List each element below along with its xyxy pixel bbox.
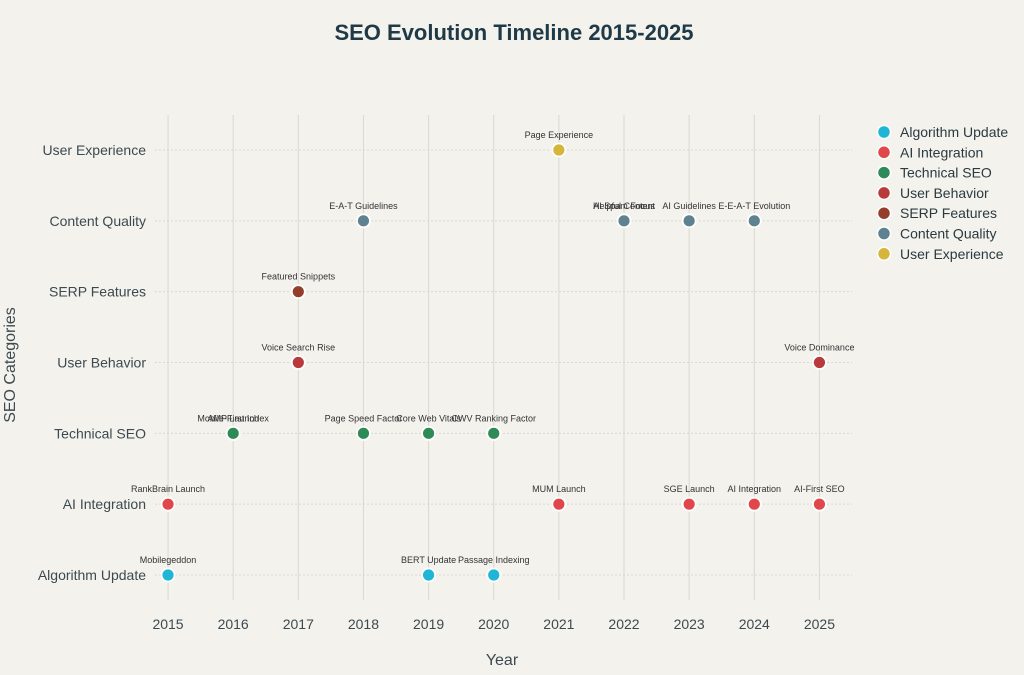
point-page-speed-factor[interactable] <box>356 425 371 441</box>
legend-label-content-quality: Content Quality <box>900 226 997 242</box>
x-tick-2022: 2022 <box>608 616 639 632</box>
y-tick-technical-seo: Technical SEO <box>54 425 146 441</box>
legend-item-algorithm-update[interactable]: Algorithm Update <box>876 124 1009 140</box>
point-label-ai-spam-focus: AI Spam Focus <box>593 201 655 211</box>
point-label-page-experience: Page Experience <box>525 130 594 140</box>
point-label-voice-search-rise: Voice Search Rise <box>262 343 336 353</box>
x-tick-2021: 2021 <box>543 616 574 632</box>
y-tick-algorithm-update: Algorithm Update <box>38 567 146 583</box>
grid-layer <box>155 115 852 600</box>
point-label-amp-launch: AMP Launch <box>207 413 258 423</box>
point-label-voice-dominance: Voice Dominance <box>784 343 854 353</box>
legend-item-ai-integration[interactable]: AI Integration <box>876 144 984 160</box>
point-label-cwv-ranking-factor: CWV Ranking Factor <box>451 413 536 423</box>
point-voice-dominance[interactable] <box>812 355 827 370</box>
x-tick-2020: 2020 <box>478 616 509 632</box>
legend-label-user-experience: User Experience <box>900 246 1004 262</box>
legend-item-user-experience[interactable]: User Experience <box>876 246 1004 262</box>
point-label-bert-update: BERT Update <box>401 555 456 565</box>
x-axis-ticks: 2015 2016 2017 2018 2019 2020 2021 2022 2023 2024… <box>152 616 835 632</box>
y-tick-user-experience: User Experience <box>43 142 147 158</box>
point-featured-snippets[interactable] <box>290 284 306 300</box>
y-tick-user-behavior: User Behavior <box>57 355 146 371</box>
point-label-featured-snippets: Featured Snippets <box>262 272 336 282</box>
x-axis-label: Year <box>486 652 519 669</box>
point-rankbrain-launch[interactable] <box>160 496 176 512</box>
x-tick-2015: 2015 <box>152 616 183 632</box>
legend-label-ai-integration: AI Integration <box>900 144 983 160</box>
point-ai-spam-focus[interactable] <box>616 213 632 229</box>
point-label-ai-integration: AI Integration <box>728 484 782 494</box>
data-labels: Mobilegeddon BERT Update Passage Indexing R… <box>131 130 854 565</box>
point-label-mobilegeddon: Mobilegeddon <box>140 555 197 565</box>
y-tick-ai-integration: AI Integration <box>63 496 146 512</box>
point-label-e-e-a-t-evolution: E-E-A-T Evolution <box>718 201 790 211</box>
x-tick-2019: 2019 <box>413 616 444 632</box>
point-mobilegeddon[interactable] <box>160 567 176 583</box>
legend-marker-ai-integration <box>876 145 892 160</box>
y-axis-ticks: Algorithm Update AI Integration Technical … <box>38 142 147 583</box>
point-label-sge-launch: SGE Launch <box>664 484 715 494</box>
point-label-mum-launch: MUM Launch <box>532 484 586 494</box>
point-label-mobile-first-index: Mobile-First Index <box>197 413 269 423</box>
point-sge-launch[interactable] <box>681 496 697 512</box>
point-e-a-t-guidelines[interactable] <box>356 213 371 229</box>
point-ai-integration[interactable] <box>746 496 762 512</box>
legend-marker-algorithm-update <box>876 124 892 140</box>
legend-marker-technical-seo <box>876 165 892 180</box>
x-tick-2018: 2018 <box>348 616 379 632</box>
point-label-ai-first-seo: AI-First SEO <box>794 484 845 494</box>
legend-item-user-behavior[interactable]: User Behavior <box>876 185 990 201</box>
legend-marker-serp-features <box>876 205 892 221</box>
point-label-page-speed-factor: Page Speed Factor <box>325 413 403 423</box>
legend-marker-user-behavior <box>876 185 892 201</box>
point-mum-launch[interactable] <box>551 496 567 512</box>
x-tick-2024: 2024 <box>739 616 770 632</box>
point-e-e-a-t-evolution[interactable] <box>746 213 762 229</box>
x-tick-2016: 2016 <box>218 616 249 632</box>
legend[interactable]: Algorithm Update AI Integration Technical … <box>876 124 1009 262</box>
point-amp-launch[interactable] <box>225 425 241 441</box>
point-label-helpful-content: Helpful Content <box>593 201 656 211</box>
legend-label-algorithm-update: Algorithm Update <box>900 124 1008 140</box>
point-bert-update[interactable] <box>421 567 436 583</box>
x-tick-2023: 2023 <box>674 616 705 632</box>
y-axis-label: SEO Categories <box>2 307 19 423</box>
y-tick-serp-features: SERP Features <box>49 284 146 300</box>
legend-item-serp-features[interactable]: SERP Features <box>876 205 998 221</box>
point-ai-guidelines[interactable] <box>681 213 697 229</box>
chart-title: SEO Evolution Timeline 2015-2025 <box>334 20 693 45</box>
point-label-e-a-t-guidelines: E-A-T Guidelines <box>329 201 398 211</box>
legend-label-user-behavior: User Behavior <box>900 185 989 201</box>
legend-label-serp-features: SERP Features <box>900 205 997 221</box>
y-tick-content-quality: Content Quality <box>50 213 147 229</box>
point-label-passage-indexing: Passage Indexing <box>458 555 530 565</box>
x-tick-2025: 2025 <box>804 616 835 632</box>
point-label-core-web-vitals: Core Web Vitals <box>396 413 461 423</box>
legend-marker-user-experience <box>876 246 892 262</box>
data-points <box>160 142 827 583</box>
legend-marker-content-quality <box>876 226 892 241</box>
point-label-ai-guidelines: AI Guidelines <box>662 201 716 211</box>
point-core-web-vitals[interactable] <box>421 425 436 441</box>
point-cwv-ranking-factor[interactable] <box>486 425 502 441</box>
point-page-experience[interactable] <box>551 142 567 158</box>
point-label-rankbrain-launch: RankBrain Launch <box>131 484 205 494</box>
point-passage-indexing[interactable] <box>486 567 502 583</box>
point-voice-search-rise[interactable] <box>290 355 306 370</box>
point-ai-first-seo[interactable] <box>812 496 827 512</box>
x-tick-2017: 2017 <box>283 616 314 632</box>
legend-item-technical-seo[interactable]: Technical SEO <box>876 165 992 181</box>
legend-label-technical-seo: Technical SEO <box>900 165 992 181</box>
legend-item-content-quality[interactable]: Content Quality <box>876 226 997 242</box>
